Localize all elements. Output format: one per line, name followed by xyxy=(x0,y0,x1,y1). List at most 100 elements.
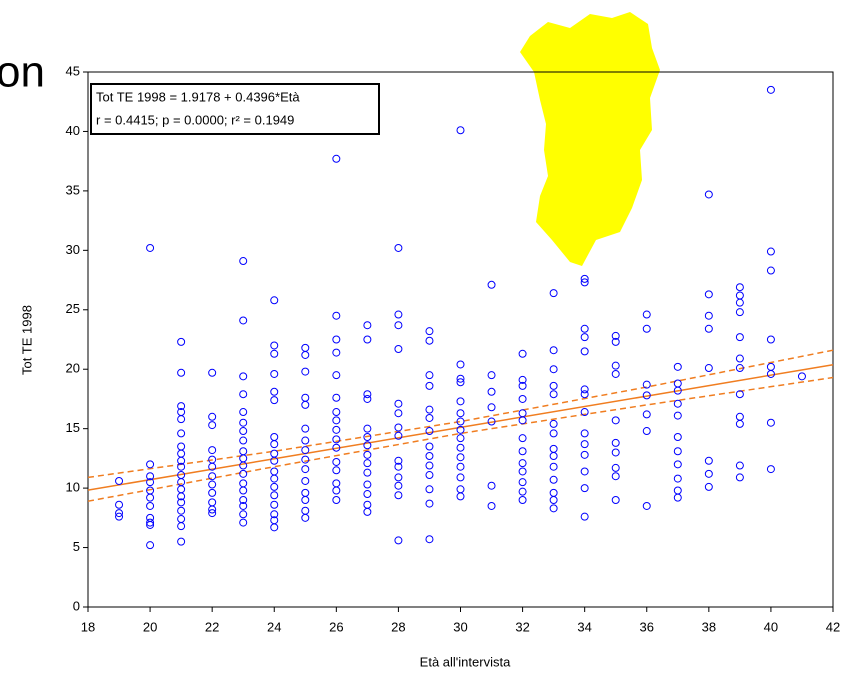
data-point xyxy=(363,490,372,499)
data-point xyxy=(301,424,310,433)
y-tick-label: 25 xyxy=(66,301,80,316)
data-point xyxy=(456,443,465,452)
data-point xyxy=(518,434,527,443)
data-point xyxy=(518,349,527,358)
data-point xyxy=(270,500,279,509)
data-point xyxy=(456,360,465,369)
data-point xyxy=(673,411,682,420)
data-point xyxy=(208,488,217,497)
data-point xyxy=(456,462,465,471)
data-point xyxy=(363,432,372,441)
data-point xyxy=(332,435,341,444)
y-tick-label: 30 xyxy=(66,242,80,257)
data-point xyxy=(456,397,465,406)
data-point xyxy=(735,298,744,307)
x-tick-label: 30 xyxy=(453,619,467,634)
data-point xyxy=(704,190,713,199)
x-tick-label: 20 xyxy=(143,619,157,634)
data-point xyxy=(394,481,403,490)
data-point xyxy=(270,369,279,378)
y-tick-label: 10 xyxy=(66,480,80,495)
data-point xyxy=(425,371,434,380)
data-point xyxy=(549,289,558,298)
data-point xyxy=(394,431,403,440)
x-tick-label: 38 xyxy=(702,619,716,634)
data-point xyxy=(549,365,558,374)
data-point xyxy=(673,386,682,395)
data-point xyxy=(208,472,217,481)
data-point xyxy=(270,341,279,350)
data-point xyxy=(549,444,558,453)
y-tick-label: 35 xyxy=(66,182,80,197)
data-point xyxy=(425,381,434,390)
data-point xyxy=(177,515,186,524)
data-point xyxy=(518,459,527,468)
data-point xyxy=(425,499,434,508)
data-point xyxy=(580,467,589,476)
data-point xyxy=(456,492,465,501)
y-axis-label: Tot TE 1998 xyxy=(19,305,34,375)
x-tick-label: 42 xyxy=(826,619,840,634)
data-point xyxy=(332,311,341,320)
data-point xyxy=(394,409,403,418)
data-point xyxy=(301,465,310,474)
data-point xyxy=(332,154,341,163)
data-point xyxy=(239,510,248,519)
data-point xyxy=(115,512,124,521)
island-shape xyxy=(520,12,660,266)
data-point xyxy=(456,425,465,434)
data-point xyxy=(239,486,248,495)
data-point xyxy=(580,450,589,459)
data-point xyxy=(456,473,465,482)
data-point xyxy=(611,463,620,472)
x-tick-label: 28 xyxy=(391,619,405,634)
data-point xyxy=(394,456,403,465)
data-point xyxy=(146,243,155,252)
data-point xyxy=(239,518,248,527)
data-point xyxy=(425,427,434,436)
y-tick-label: 20 xyxy=(66,361,80,376)
x-tick-label: 32 xyxy=(515,619,529,634)
data-point xyxy=(549,475,558,484)
data-point xyxy=(704,469,713,478)
y-tick-label: 15 xyxy=(66,420,80,435)
data-point xyxy=(394,536,403,545)
data-point xyxy=(177,462,186,471)
data-point xyxy=(580,390,589,399)
data-point xyxy=(208,421,217,430)
data-point xyxy=(239,418,248,427)
data-point xyxy=(146,478,155,487)
data-point xyxy=(673,362,682,371)
data-point xyxy=(549,462,558,471)
data-point xyxy=(270,387,279,396)
data-point xyxy=(270,510,279,519)
data-point xyxy=(518,496,527,504)
data-point xyxy=(270,396,279,405)
data-point xyxy=(487,280,496,289)
y-tick-label: 45 xyxy=(66,63,80,78)
data-point xyxy=(394,345,403,354)
data-point xyxy=(735,283,744,292)
data-point xyxy=(177,429,186,438)
data-point xyxy=(332,486,341,495)
data-point xyxy=(518,409,527,418)
data-point xyxy=(332,496,341,504)
data-point xyxy=(580,347,589,356)
x-tick-label: 26 xyxy=(329,619,343,634)
x-tick-label: 22 xyxy=(205,619,219,634)
data-point xyxy=(208,368,217,377)
data-point xyxy=(456,126,465,135)
data-point xyxy=(115,476,124,485)
data-point xyxy=(673,493,682,502)
annotation: Tot TE 1998 = 1.9178 + 0.4396*Età xyxy=(96,89,300,104)
data-point xyxy=(549,452,558,461)
x-tick-label: 36 xyxy=(640,619,654,634)
data-point xyxy=(270,432,279,441)
y-tick-label: 40 xyxy=(66,123,80,138)
x-tick-label: 40 xyxy=(764,619,778,634)
data-point xyxy=(456,378,465,387)
data-point xyxy=(549,390,558,399)
data-point xyxy=(611,448,620,457)
data-point xyxy=(208,462,217,471)
data-point xyxy=(766,266,775,275)
